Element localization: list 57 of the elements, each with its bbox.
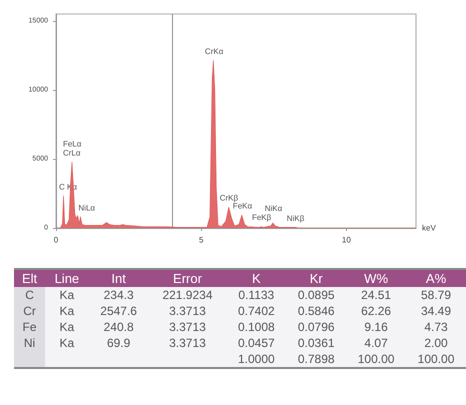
text: 0.1133 [238,288,274,302]
text: 240.8 [104,320,134,334]
text: C [25,288,34,302]
annotation: FeLα [62,140,82,149]
annotation: NiKα [264,204,283,213]
text: 0.7898 [298,352,335,366]
annotation: CrKβ [220,194,239,203]
x-axis-title: keV [422,224,436,232]
category-label: A% [424,270,448,287]
text: Ni [24,336,36,350]
annotation: FeKα [232,202,252,211]
category-label: Elt [20,270,38,287]
text: 34.49 [421,304,452,318]
annotation: CrLα [62,148,81,158]
text: 100.00 [358,352,394,366]
text: 58.79 [421,288,452,302]
x-tick-label: 0 [54,236,59,244]
text: 3.3713 [169,304,206,318]
text: 69.9 [106,336,130,350]
category-label: W% [363,270,390,287]
text: Ka [60,304,74,318]
text: 0.0796 [298,320,335,334]
text: Ka [60,336,74,350]
text: 0.0457 [238,336,275,350]
text: 0.7402 [238,304,275,318]
category-label: Kr [308,270,324,287]
text: Ka [60,320,74,334]
category-label: Error [172,270,203,287]
text: 4.73 [424,320,448,334]
text: Cr [23,304,36,318]
text: 0.0895 [298,288,335,302]
text: Fe [22,320,37,334]
annotation: CrKα [204,46,224,56]
text: 2.00 [424,336,448,350]
text: 3.3713 [169,336,206,350]
annotation: NiLα [78,203,96,212]
text: 0.0361 [298,336,335,350]
category-label: Line [54,270,80,287]
text: 0.1008 [238,320,275,334]
text: 234.3 [104,288,134,302]
text: 100.00 [418,352,454,366]
category-label: K [250,270,262,287]
text: 0.5846 [298,304,335,318]
x-tick-label: 10 [342,236,352,244]
text: Ka [60,288,74,302]
text: 1.0000 [238,352,275,366]
x-tick-label: 5 [198,236,204,244]
text: 9.16 [364,320,388,334]
text: 4.07 [364,336,388,350]
text: 24.51 [361,288,392,302]
text: 2547.6 [100,304,137,318]
text: 3.3713 [169,320,206,334]
annotation: FeKβ [252,213,272,222]
annotation: NiKβ [286,214,305,223]
text: 221.9234 [162,288,212,302]
category-label: Int [110,270,127,287]
text: 62.26 [361,304,392,318]
